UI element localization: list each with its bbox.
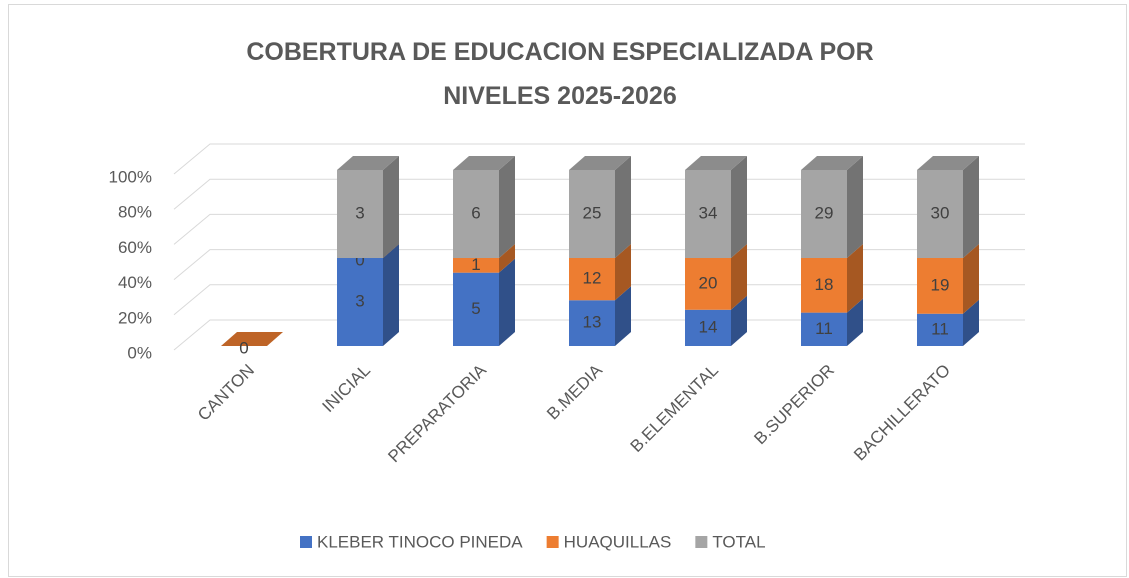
bar-segment (801, 258, 847, 313)
data-label: 29 (815, 203, 834, 222)
legend-swatch (695, 536, 708, 548)
data-label: 6 (471, 203, 480, 222)
data-label: 0 (239, 338, 248, 357)
grid-line (173, 284, 1025, 316)
bar-side (499, 258, 515, 346)
bar-segment (685, 309, 731, 346)
bar-segment (917, 313, 963, 346)
bar-top (685, 156, 747, 170)
bar-side (615, 156, 631, 258)
bar-side (963, 244, 979, 314)
data-label: 11 (931, 319, 949, 338)
y-tick-label: 60% (118, 238, 152, 257)
grid-line (173, 213, 1025, 245)
bar-side (963, 299, 979, 346)
grid-line (173, 249, 1025, 280)
bar-segment (801, 170, 847, 258)
bar-top (221, 332, 283, 346)
y-tick-label: 80% (118, 203, 152, 222)
data-label: 14 (699, 317, 718, 336)
bar-segment (917, 170, 963, 258)
bar-side (963, 156, 979, 258)
y-tick-label: 20% (118, 308, 152, 327)
bar-side (731, 156, 747, 258)
bar-top (801, 156, 863, 170)
data-label: 18 (815, 275, 834, 294)
data-label: 13 (583, 313, 602, 332)
y-tick-label: 100% (109, 167, 152, 186)
data-label: 25 (583, 203, 602, 222)
bar-side (731, 295, 747, 346)
bar-segment (569, 258, 615, 301)
bar-segment (453, 170, 499, 258)
data-label: 34 (699, 203, 718, 222)
bar-top (569, 156, 631, 170)
grid-line (173, 143, 1025, 175)
bar-segment (569, 170, 615, 258)
bar-segment (337, 258, 383, 346)
data-label: 30 (931, 203, 950, 222)
bar-side (847, 298, 863, 346)
data-label: 5 (471, 299, 480, 318)
data-label: 3 (355, 291, 364, 310)
legend-label: HUAQUILLAS (564, 532, 672, 551)
legend-label: KLEBER TINOCO PINEDA (317, 532, 523, 551)
bar-side (383, 244, 399, 346)
data-label: 11 (815, 319, 833, 338)
bar-segment (685, 170, 731, 258)
bar-side (383, 156, 399, 258)
data-label: 20 (699, 273, 718, 292)
bar-segment (917, 258, 963, 314)
bar-segment (569, 300, 615, 346)
bar-top (917, 156, 979, 170)
bar-side (615, 286, 631, 346)
bar-top (453, 156, 515, 170)
data-label: 1 (471, 255, 480, 274)
y-tick-label: 40% (118, 273, 152, 292)
bar-side (731, 244, 747, 310)
bar-segment (337, 170, 383, 258)
legend-swatch (300, 536, 312, 548)
bar-segment (453, 258, 499, 273)
legend-label: TOTAL (712, 532, 765, 551)
grid-line (173, 319, 1025, 351)
data-label: 3 (355, 203, 364, 222)
bar-segment (685, 258, 731, 310)
bar-segment (453, 272, 499, 346)
bar-side (847, 244, 863, 313)
bar-side (615, 244, 631, 301)
data-label: 19 (931, 275, 950, 294)
y-tick-label: 0% (127, 343, 152, 362)
data-label: 0 (355, 250, 364, 269)
bar-side (499, 156, 515, 258)
bar-side (499, 244, 515, 273)
bar-top (337, 156, 399, 170)
legend-swatch (546, 536, 559, 548)
bar-side (847, 156, 863, 258)
bar-segment (801, 312, 847, 346)
grid-line (173, 178, 1025, 210)
data-label: 12 (583, 269, 602, 288)
chart-title: COBERTURA DE EDUCACION ESPECIALIZADA POR… (246, 38, 874, 110)
